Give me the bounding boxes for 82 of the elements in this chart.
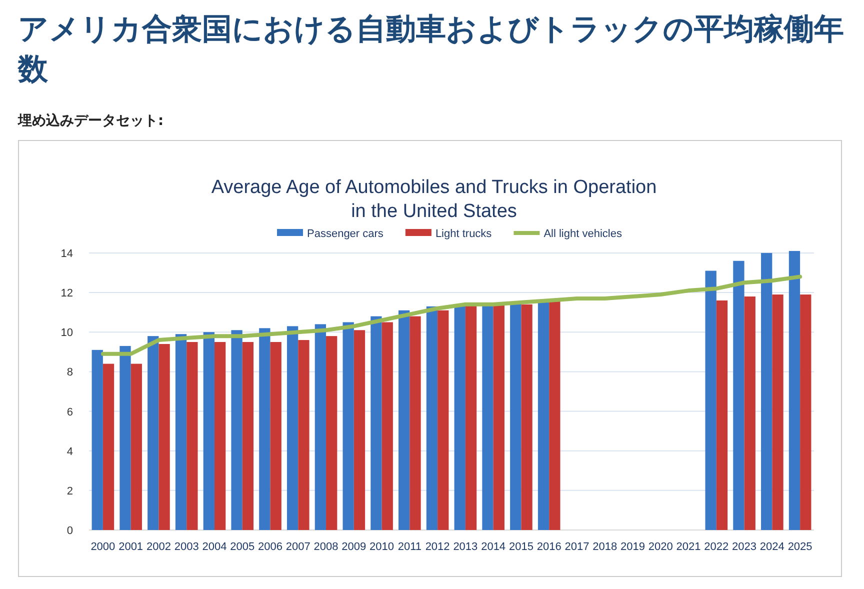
- x-tick-label: 2012: [425, 541, 450, 553]
- bar: [354, 330, 366, 530]
- x-tick-label: 2011: [398, 541, 422, 553]
- x-tick-label: 2004: [202, 541, 227, 553]
- bar: [549, 300, 560, 530]
- bar: [398, 310, 410, 530]
- y-tick-label: 6: [66, 406, 73, 418]
- bar: [454, 304, 466, 530]
- x-tick-label: 2024: [760, 541, 784, 553]
- bar: [231, 330, 242, 530]
- bar: [761, 252, 772, 530]
- bar: [788, 250, 800, 530]
- x-tick-label: 2009: [342, 541, 366, 553]
- bar: [102, 364, 114, 530]
- bar: [493, 304, 504, 530]
- x-tick-label: 2002: [146, 541, 171, 553]
- bar: [744, 296, 756, 530]
- x-tick-label: 2010: [370, 541, 394, 553]
- x-tick-label: 2008: [314, 541, 338, 553]
- bar: [214, 342, 226, 530]
- y-tick-label: 4: [66, 446, 73, 458]
- bar: [382, 322, 393, 530]
- bar: [186, 342, 198, 530]
- bar: [800, 294, 812, 530]
- bar: [130, 364, 142, 530]
- text: 埋め込みデータセット:: [18, 112, 164, 130]
- bar: [510, 302, 522, 530]
- bar: [410, 316, 421, 530]
- bar: [203, 332, 214, 530]
- legend-label: All light vehicles: [544, 228, 622, 240]
- x-tick-label: 2025: [788, 541, 812, 553]
- y-tick-label: 10: [60, 327, 73, 340]
- x-tick-label: 2016: [536, 541, 562, 553]
- bar: [298, 340, 310, 530]
- bar: [465, 304, 477, 530]
- x-tick-label: 2023: [732, 541, 757, 553]
- x-tick-label: 2001: [118, 541, 144, 553]
- bar: [772, 294, 784, 530]
- x-tick-label: 2018: [592, 541, 618, 553]
- bar: [521, 304, 532, 530]
- legend-label: Passenger cars: [307, 228, 384, 240]
- x-tick-label: 2000: [90, 541, 116, 553]
- y-tick-label: 2: [66, 485, 73, 498]
- bar: [326, 336, 338, 530]
- x-tick-label: 2003: [174, 541, 199, 553]
- x-tick-label: 2007: [286, 541, 310, 553]
- x-tick-label: 2021: [676, 541, 701, 553]
- x-tick-label: 2015: [508, 541, 534, 553]
- y-tick-label: 8: [66, 366, 73, 379]
- x-tick-label: 2022: [704, 541, 729, 553]
- bar: [438, 310, 449, 530]
- x-tick-label: 2006: [258, 541, 282, 553]
- bar: [705, 270, 716, 530]
- bar: [158, 344, 170, 530]
- chart-subtitle: Average Age of Automobiles and Trucks in Operation in the United States: [211, 177, 657, 222]
- bar: [314, 324, 326, 530]
- x-tick-label: 2013: [453, 541, 478, 553]
- bar: [92, 350, 103, 530]
- bar: [242, 342, 254, 530]
- bar: [286, 326, 298, 530]
- y-tick-label: 14: [60, 248, 73, 260]
- bar: [482, 304, 494, 530]
- y-tick-label: 12: [60, 288, 73, 300]
- bar: [733, 260, 744, 530]
- y-tick-label: 0: [66, 525, 73, 537]
- x-tick-label: 2005: [230, 541, 255, 553]
- legend-label: Light trucks: [435, 228, 492, 240]
- bar: [342, 322, 354, 530]
- bar: [370, 316, 382, 530]
- bar: [426, 306, 438, 530]
- x-tick-label: 2019: [620, 541, 645, 553]
- bar: [175, 334, 187, 530]
- bar: [716, 300, 728, 530]
- chart-title: アメリカ合衆国における自動車およびトラックの平均稼働年数: [18, 11, 845, 89]
- x-tick-label: 2017: [564, 541, 590, 553]
- x-tick-label: 2014: [481, 541, 506, 553]
- bar: [148, 336, 159, 530]
- bar: [259, 328, 270, 530]
- bar: [270, 342, 282, 530]
- bar: [120, 346, 131, 530]
- line-series: [100, 274, 802, 356]
- x-tick-label: 2020: [648, 541, 673, 553]
